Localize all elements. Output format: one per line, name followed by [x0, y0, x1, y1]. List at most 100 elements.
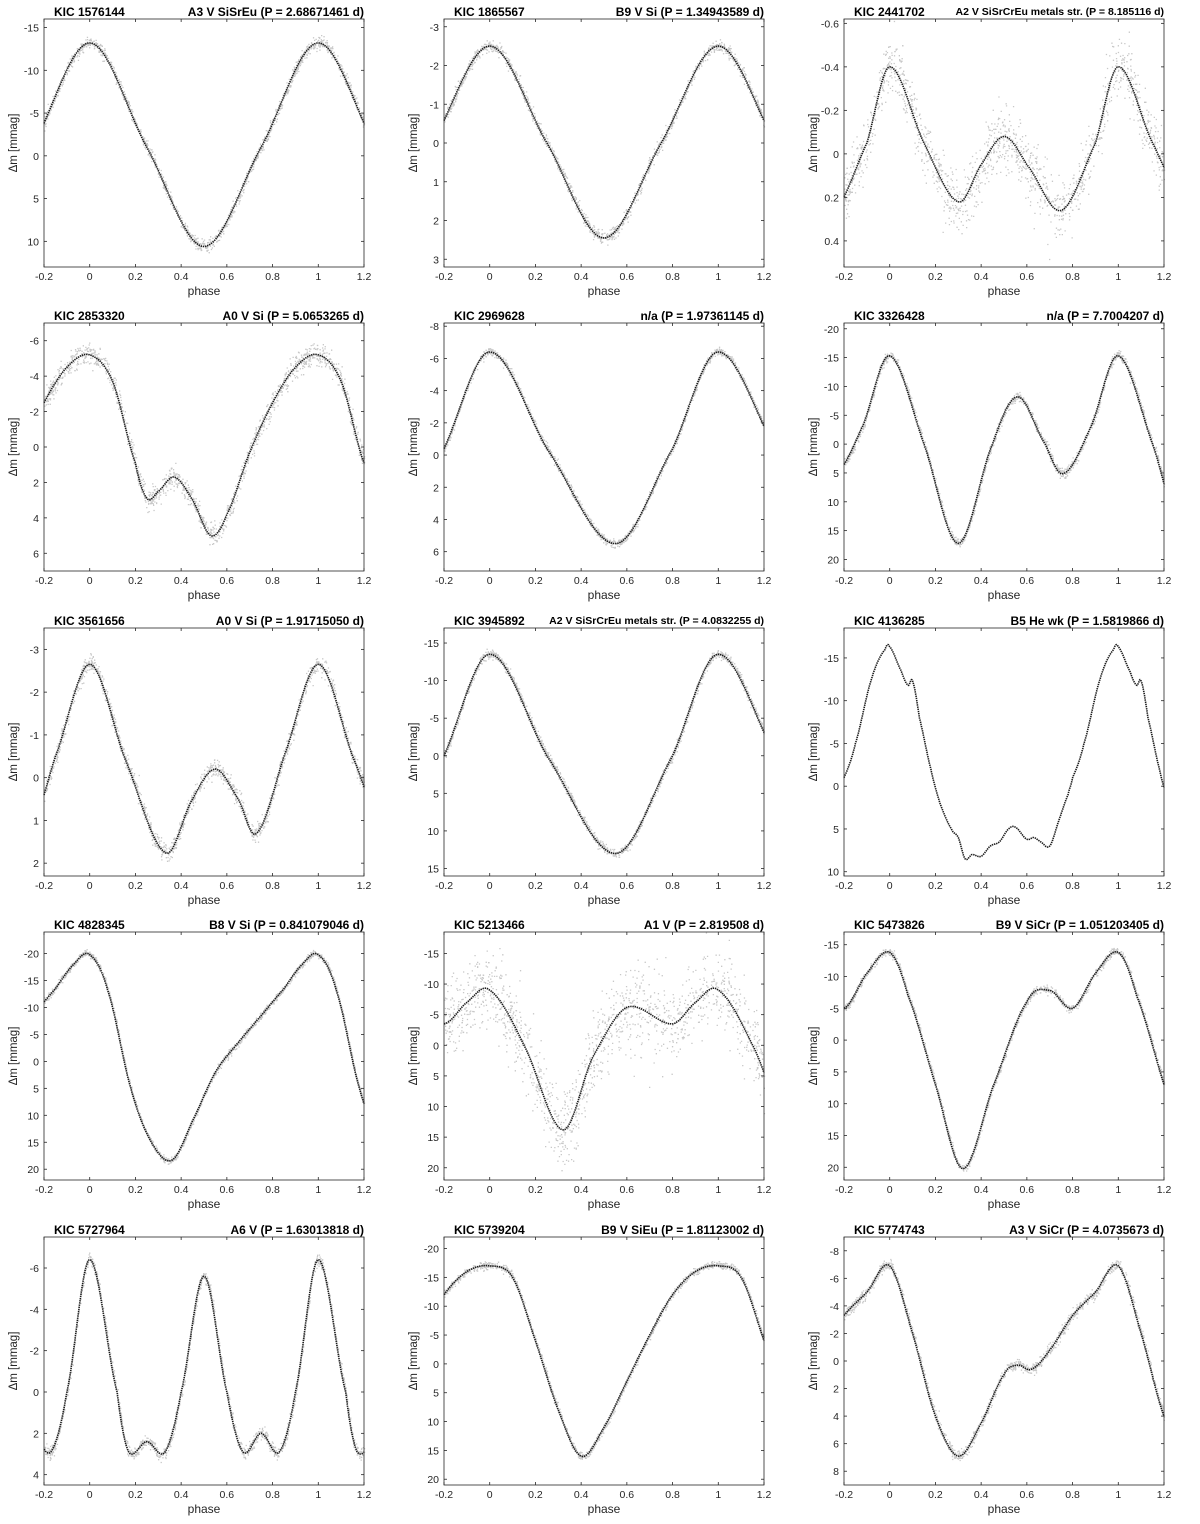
x-axis-label: phase — [988, 1197, 1021, 1211]
y-tick-label: -1 — [430, 99, 439, 111]
x-tick-label: 0.6 — [1020, 880, 1035, 892]
panel-title: KIC 3561656 — [54, 613, 125, 628]
x-tick-label: -0.2 — [835, 575, 853, 587]
y-tick-label: 8 — [833, 1466, 839, 1478]
x-tick-label: -0.2 — [435, 575, 453, 587]
x-tick-label: 0.2 — [928, 575, 943, 587]
panel-title: KIC 2441702 — [854, 5, 925, 19]
binned-light-curve — [43, 353, 365, 538]
panel-title: KIC 5774743 — [854, 1222, 925, 1237]
y-tick-label: -2 — [30, 687, 39, 699]
x-tick-label: 0.2 — [128, 1489, 143, 1501]
y-tick-label: -2 — [30, 407, 39, 419]
y-tick-label: 10 — [827, 867, 839, 879]
x-tick-label: 1 — [715, 271, 721, 283]
y-axis-label: Δm [mmag] — [408, 1331, 420, 1390]
x-tick-label: 1.2 — [357, 575, 372, 587]
y-axis: -6 -4 -2 0 2 4 6 — [30, 336, 364, 561]
x-axis: -0.2 0 0.2 0.4 0.6 0.8 1 1.2 — [35, 323, 371, 587]
light-curve-panel: KIC 3326428 n/a (P = 7.7004207 d) -0.2 0 0.2… — [802, 306, 1200, 610]
y-tick-label: -0.4 — [821, 62, 839, 74]
y-axis-label: Δm [mmag] — [8, 722, 20, 781]
x-tick-label: 0.4 — [974, 880, 989, 892]
x-tick-label: 0.8 — [665, 1489, 680, 1501]
x-tick-label: 0.8 — [265, 575, 280, 587]
x-axis-label: phase — [988, 284, 1021, 298]
scatter-cloud — [444, 39, 766, 246]
panel-title: KIC 2969628 — [454, 309, 525, 324]
y-tick-label: 0 — [33, 1387, 39, 1399]
scatter-cloud — [44, 34, 366, 254]
x-tick-label: 1.2 — [1157, 575, 1172, 587]
binned-light-curve — [43, 663, 365, 854]
light-curve-plot: -0.2 0 0.2 0.4 0.6 0.8 1 1.2 phase -15 -10 -5 0 5 10 15… — [408, 931, 771, 1211]
y-tick-label: 6 — [833, 1438, 839, 1450]
y-tick-label: -10 — [424, 675, 439, 687]
y-axis: -0.6 -0.4 -0.2 0 0.2 0.4 — [821, 18, 1164, 248]
x-tick-label: 1.2 — [1157, 880, 1172, 892]
x-tick-label: -0.2 — [435, 271, 453, 283]
light-curve-panel: KIC 1865567 B9 V Si (P = 1.34943589 d) -0.… — [402, 2, 802, 306]
light-curve-plot: -0.2 0 0.2 0.4 0.6 0.8 1 1.2 phase -3 -2 -1 0 1 2 Δm [m… — [8, 627, 371, 907]
scatter-cloud — [44, 949, 366, 1166]
y-tick-label: 4 — [833, 1411, 839, 1423]
x-tick-label: 1 — [315, 1184, 321, 1196]
x-tick-label: 0.8 — [265, 880, 280, 892]
panel-title: KIC 1865567 — [454, 5, 525, 19]
scatter-cloud — [444, 1260, 765, 1460]
y-axis-label: Δm [mmag] — [8, 1331, 20, 1390]
plot-frame — [843, 1236, 1165, 1485]
y-tick-label: -5 — [430, 1330, 439, 1342]
y-axis: -15 -10 -5 0 5 10 15 — [424, 638, 764, 875]
y-tick-label: 5 — [433, 1071, 439, 1083]
x-tick-label: 0 — [487, 575, 493, 587]
x-tick-label: 0 — [887, 575, 893, 587]
x-axis-label: phase — [188, 1197, 221, 1211]
y-tick-label: 20 — [427, 1474, 439, 1486]
y-tick-label: -5 — [830, 738, 839, 750]
data-points — [843, 948, 1166, 1172]
x-tick-label: 1 — [715, 1184, 721, 1196]
y-tick-label: 2 — [433, 483, 439, 495]
panel-title: KIC 1576144 — [54, 5, 125, 19]
x-tick-label: -0.2 — [35, 1184, 53, 1196]
y-axis-label: Δm [mmag] — [408, 722, 420, 781]
plot-frame — [443, 18, 765, 268]
y-tick-label: -5 — [30, 108, 39, 120]
x-tick-label: 0 — [487, 1184, 493, 1196]
y-tick-label: -6 — [30, 336, 39, 348]
y-tick-label: -6 — [430, 354, 439, 366]
x-tick-label: 0 — [87, 1184, 93, 1196]
x-tick-label: 1.2 — [1157, 271, 1172, 283]
y-tick-label: -5 — [830, 411, 839, 423]
y-tick-label: -5 — [430, 1010, 439, 1022]
binned-light-curve — [843, 643, 1165, 861]
x-axis-label: phase — [988, 588, 1021, 602]
x-axis: -0.2 0 0.2 0.4 0.6 0.8 1 1.2 — [835, 1236, 1171, 1501]
y-tick-label: 20 — [827, 555, 839, 567]
y-tick-label: 0 — [433, 751, 439, 763]
x-tick-label: 1 — [315, 271, 321, 283]
x-tick-label: -0.2 — [435, 880, 453, 892]
y-tick-label: -2 — [430, 61, 439, 73]
scatter-cloud — [44, 652, 366, 862]
x-tick-label: 1.2 — [357, 271, 372, 283]
y-tick-label: 4 — [33, 1469, 39, 1481]
plot-frame — [843, 931, 1165, 1181]
x-tick-label: 0.4 — [574, 271, 589, 283]
scatter-cloud — [44, 342, 366, 546]
light-curve-plot: -0.2 0 0.2 0.4 0.6 0.8 1 1.2 phase -20 -15 -10 -5 0 5 1… — [808, 322, 1172, 602]
y-tick-label: 5 — [433, 788, 439, 800]
y-axis-label: Δm [mmag] — [808, 114, 820, 173]
x-tick-label: 1 — [315, 880, 321, 892]
binned-light-curve — [843, 66, 1165, 212]
panel-spectral-type: A0 V Si (P = 1.91715050 d) — [215, 613, 364, 628]
x-tick-label: 1.2 — [1157, 1184, 1172, 1196]
x-tick-label: 0.2 — [528, 1184, 543, 1196]
x-tick-label: 0.2 — [928, 880, 943, 892]
x-tick-label: 0 — [887, 1489, 893, 1501]
plot-frame — [843, 627, 1165, 877]
x-tick-label: 1.2 — [757, 1489, 772, 1501]
light-curve-plot: -0.2 0 0.2 0.4 0.6 0.8 1 1.2 phase -15 -10 -5 0 5 10 Δm… — [8, 18, 372, 298]
data-points — [43, 34, 366, 254]
